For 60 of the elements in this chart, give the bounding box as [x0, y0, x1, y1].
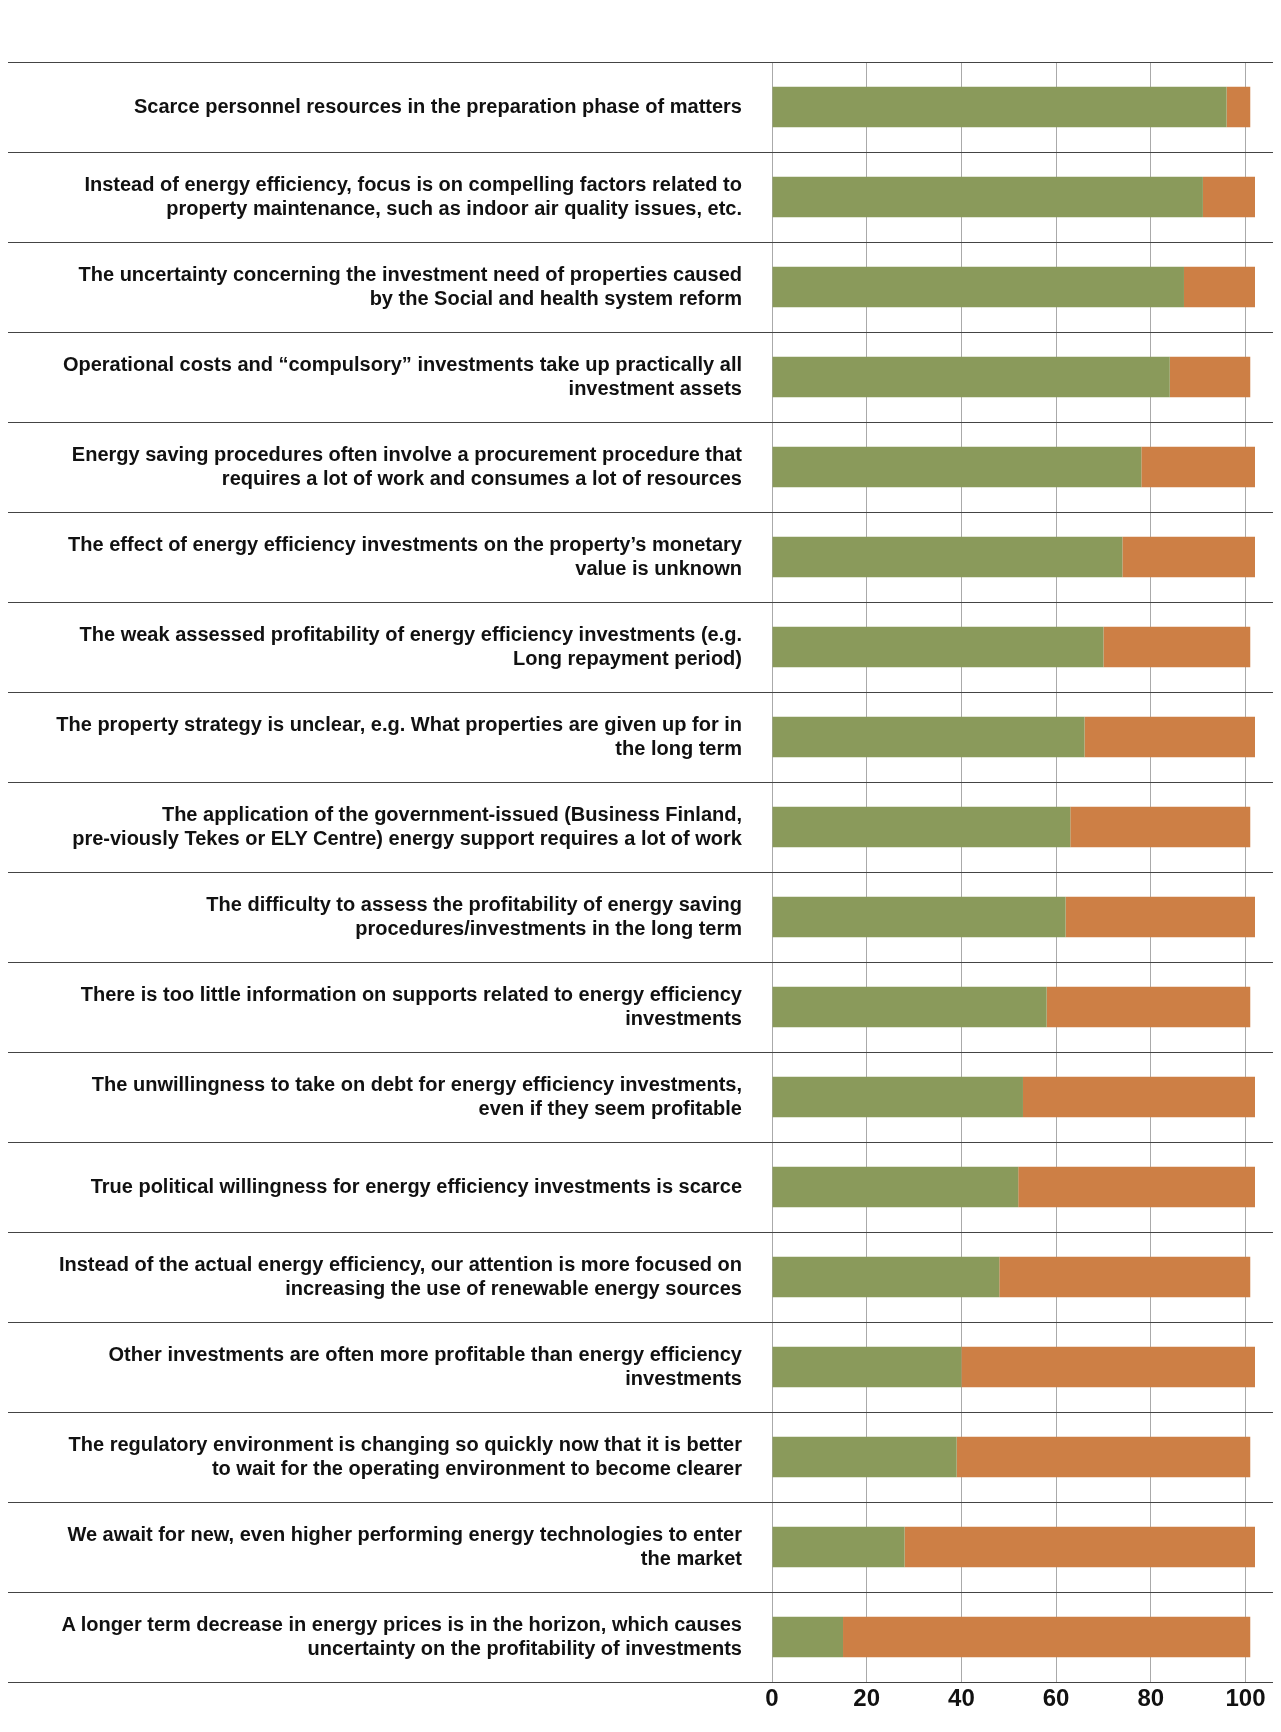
- bar: [1065, 896, 1255, 938]
- x-tick-label: 60: [1042, 1684, 1070, 1712]
- bar: [772, 1166, 1019, 1208]
- bar: [772, 536, 1123, 578]
- y-tick-label: There is too little information on supports related to energy efficiency investments: [80, 982, 743, 1029]
- bar: [772, 86, 1227, 128]
- y-tick-label: We await for new, even higher performing energy technologies to enter the market: [67, 1522, 743, 1569]
- bar: [1018, 1166, 1255, 1208]
- bar: [1169, 356, 1251, 398]
- x-tick-label: 100: [1225, 1684, 1266, 1712]
- bar: [904, 1526, 1255, 1568]
- bar: [1202, 176, 1255, 218]
- bar: [772, 716, 1085, 758]
- y-tick-label: The regulatory environment is changing so quickly now that it is better to wait for the operating environment to become clearer: [68, 1432, 743, 1479]
- bar: [772, 1256, 1000, 1298]
- y-tick-label: The application of the government-issued (Business Finland, pre-viously Tekes or ELY Centre) energy support requires a lot of work: [72, 802, 743, 849]
- bar: [1022, 1076, 1255, 1118]
- x-tick-label: 80: [1137, 1684, 1165, 1712]
- y-tick-label: The difficulty to assess the profitability of energy saving procedures/investments in the long term: [206, 892, 742, 939]
- y-tick-label: The weak assessed profitability of energy efficiency investments (e.g. Long repayment period): [79, 622, 742, 669]
- bar: [843, 1616, 1251, 1658]
- bar: [1122, 536, 1255, 578]
- bar: [772, 1346, 962, 1388]
- y-tick-label: Instead of the actual energy efficiency, our attention is more focused on increasing the use of renewable energy sources: [58, 1252, 742, 1299]
- y-tick-label: A longer term decrease in energy prices is in the horizon, which causes uncertainty on the profitability of investments: [61, 1612, 742, 1659]
- y-tick-label: The unwillingness to take on debt for energy efficiency investments, even if they seem profitable: [91, 1072, 742, 1119]
- bar: [772, 1436, 957, 1478]
- y-tick-label: Energy saving procedures often involve a procurement procedure that requires a lot of work and consumes a lot of resources: [71, 442, 743, 489]
- y-tick-label: The uncertainty concerning the investment need of properties caused by the Social and health system reform: [78, 262, 742, 309]
- x-tick-label: 40: [948, 1684, 975, 1712]
- bar: [1103, 626, 1251, 668]
- bar: [1183, 266, 1255, 308]
- bar: [772, 266, 1184, 308]
- bar: [772, 1616, 844, 1658]
- bar: [961, 1346, 1255, 1388]
- bar: [772, 1076, 1023, 1118]
- bar: [772, 896, 1066, 938]
- y-tick-label: The property strategy is unclear, e.g. What properties are given up for in the long term: [56, 712, 742, 759]
- bar: [1070, 806, 1251, 848]
- bar: [956, 1436, 1251, 1478]
- bar: [772, 1526, 905, 1568]
- bar: [1141, 446, 1255, 488]
- bar: [772, 806, 1071, 848]
- bar: [999, 1256, 1251, 1298]
- y-tick-label: Scarce personnel resources in the preparation phase of matters: [134, 94, 742, 117]
- bar: [772, 356, 1170, 398]
- y-tick-label: Instead of energy efficiency, focus is on compelling factors related to property maintenance, such as indoor air quality issues, etc.: [84, 172, 742, 219]
- x-tick-label: 0: [765, 1684, 779, 1712]
- bar: [772, 986, 1047, 1028]
- bar: [772, 626, 1104, 668]
- y-tick-label: Operational costs and “compulsory” investments take up practically all investment assets: [62, 352, 742, 399]
- bar: [1084, 716, 1255, 758]
- bar: [1226, 86, 1251, 128]
- y-tick-label: Other investments are often more profitable than energy efficiency investments: [108, 1342, 743, 1389]
- y-tick-label: The effect of energy efficiency investments on the property’s monetary value is unknown: [68, 532, 743, 579]
- y-tick-label: True political willingness for energy efficiency investments is scarce: [90, 1174, 742, 1197]
- bar: [1046, 986, 1251, 1028]
- bar: [772, 446, 1142, 488]
- x-tick-label: 20: [853, 1684, 881, 1712]
- bar: [772, 176, 1203, 218]
